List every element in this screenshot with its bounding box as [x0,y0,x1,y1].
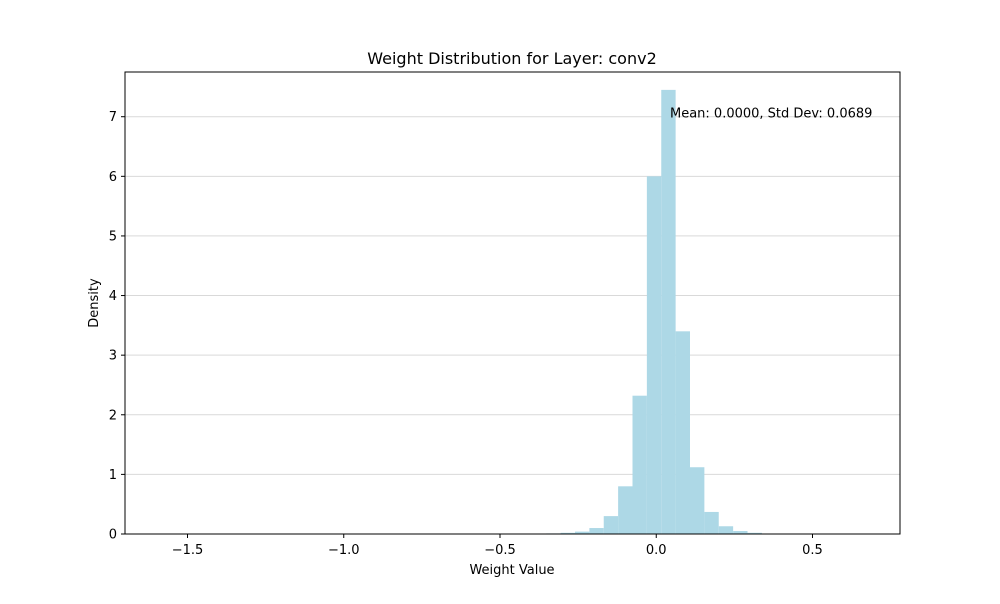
histogram-bar [719,526,733,534]
y-tick-label: 4 [109,289,117,304]
x-tick-label: 0.0 [646,543,667,558]
y-tick-label: 2 [109,408,117,423]
histogram-bar [704,512,718,534]
x-tick-label: −0.5 [484,543,516,558]
x-axis: −1.5 −1.0 −0.5 0.0 0.5 [172,534,823,558]
histogram-bar [676,331,690,534]
histogram-bar [647,176,661,534]
x-tick-label: 0.5 [802,543,823,558]
stats-annotation: Mean: 0.0000, Std Dev: 0.0689 [670,107,872,122]
y-tick-label: 3 [109,349,117,364]
y-tick-label: 1 [109,468,117,483]
plot-area-frame [125,72,900,534]
histogram-bar [661,90,675,534]
gridlines [125,117,900,534]
y-tick-label: 6 [109,170,117,185]
y-axis: 0 1 2 3 4 5 6 7 [109,110,125,542]
histogram-bar [633,396,647,534]
y-tick-label: 5 [109,229,117,244]
y-axis-label: Density [87,278,102,328]
histogram-bars [518,90,777,534]
x-tick-label: −1.0 [328,543,360,558]
histogram-bar [589,528,603,534]
y-tick-label: 7 [109,110,117,125]
x-axis-label: Weight Value [469,563,554,578]
y-tick-label: 0 [109,528,117,543]
histogram-bar [690,467,704,534]
histogram-bar [604,516,618,534]
x-tick-label: −1.5 [172,543,204,558]
chart-title: Weight Distribution for Layer: conv2 [367,49,657,68]
histogram-bar [618,486,632,534]
